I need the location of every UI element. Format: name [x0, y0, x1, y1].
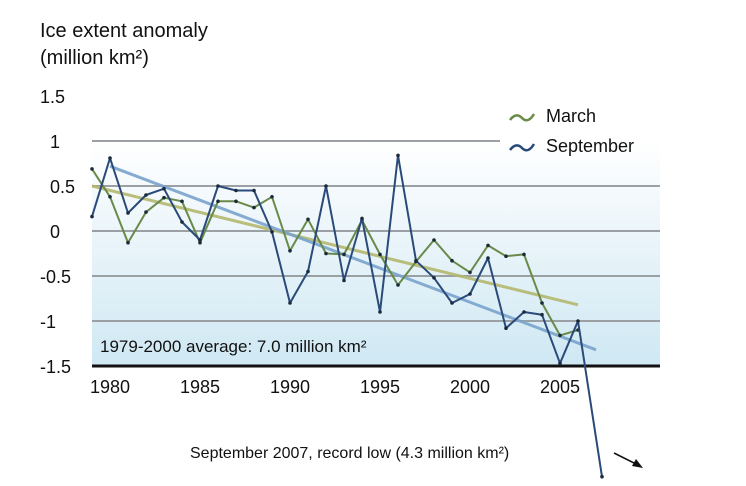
data-point: [450, 301, 454, 305]
x-tick-label: 2000: [450, 377, 490, 397]
data-point: [234, 188, 238, 193]
y-tick-label: 1: [50, 132, 60, 152]
data-point: [504, 326, 508, 331]
record-arrow: [613, 452, 643, 468]
x-tick-label: 1995: [360, 377, 400, 397]
data-point: [216, 184, 220, 188]
data-point: [324, 184, 328, 188]
data-point: [144, 210, 148, 214]
data-point: [558, 361, 562, 366]
average-annotation: 1979-2000 average: 7.0 million km²: [100, 337, 367, 356]
data-point: [576, 319, 580, 323]
data-point: [198, 238, 202, 242]
data-point: [288, 249, 292, 253]
data-point: [306, 217, 310, 222]
series-line-march: [91, 168, 579, 337]
data-point: [252, 188, 256, 193]
data-point: [108, 156, 112, 160]
data-point: [324, 251, 328, 256]
data-point: [540, 312, 544, 317]
x-tick-label: 1985: [180, 377, 220, 397]
data-point: [540, 301, 544, 305]
data-point: [180, 220, 184, 224]
data-point: [126, 240, 130, 245]
data-point: [162, 186, 166, 191]
data-point: [342, 252, 346, 257]
x-tick-label: 1980: [90, 377, 130, 397]
data-point: [468, 292, 472, 296]
data-point: [270, 230, 274, 234]
data-point: [162, 195, 166, 200]
data-point: [600, 474, 604, 479]
y-axis-label-line2: (million km²): [40, 47, 149, 69]
data-point: [360, 216, 364, 221]
data-point: [432, 276, 436, 280]
data-point: [486, 243, 490, 248]
data-point: [252, 205, 256, 210]
y-tick-label: -1: [40, 312, 56, 332]
data-point: [108, 195, 112, 199]
y-tick-label: 1.5: [40, 87, 65, 107]
data-point: [270, 195, 274, 199]
data-point: [216, 199, 220, 204]
data-point: [306, 269, 310, 274]
data-point: [234, 199, 238, 204]
y-axis-label-line1: Ice extent anomaly: [40, 20, 208, 42]
record-annotation: September 2007, record low (4.3 million …: [190, 445, 509, 462]
legend: March September: [509, 106, 634, 156]
data-point: [180, 199, 184, 204]
data-point: [486, 256, 490, 260]
data-point: [144, 193, 148, 197]
legend-label: March: [546, 106, 596, 126]
data-point: [450, 258, 454, 263]
plot-background: [92, 141, 660, 366]
data-point: [432, 238, 436, 242]
x-tick-label: 1990: [270, 377, 310, 397]
data-point: [396, 153, 400, 158]
y-tick-label: 0: [50, 222, 60, 242]
data-point: [414, 258, 418, 263]
data-point: [504, 254, 508, 258]
data-point: [396, 283, 400, 287]
data-point: [522, 310, 526, 314]
legend-swatch-icon: [509, 113, 536, 122]
y-tick-label: -1.5: [40, 357, 71, 377]
data-point: [288, 301, 292, 305]
data-point: [198, 240, 202, 245]
legend-label: September: [546, 136, 634, 156]
data-point: [90, 214, 94, 219]
data-point: [126, 211, 130, 215]
data-point: [378, 310, 382, 314]
data-point: [342, 278, 346, 283]
data-point: [522, 252, 526, 257]
data-point: [90, 167, 94, 171]
x-tick-label: 2005: [540, 377, 580, 397]
data-point: [378, 252, 382, 257]
data-point: [558, 333, 562, 338]
y-tick-label: -0.5: [40, 267, 71, 287]
legend-swatch-icon: [509, 143, 536, 152]
y-tick-label: 0.5: [50, 177, 75, 197]
data-point: [468, 270, 472, 275]
